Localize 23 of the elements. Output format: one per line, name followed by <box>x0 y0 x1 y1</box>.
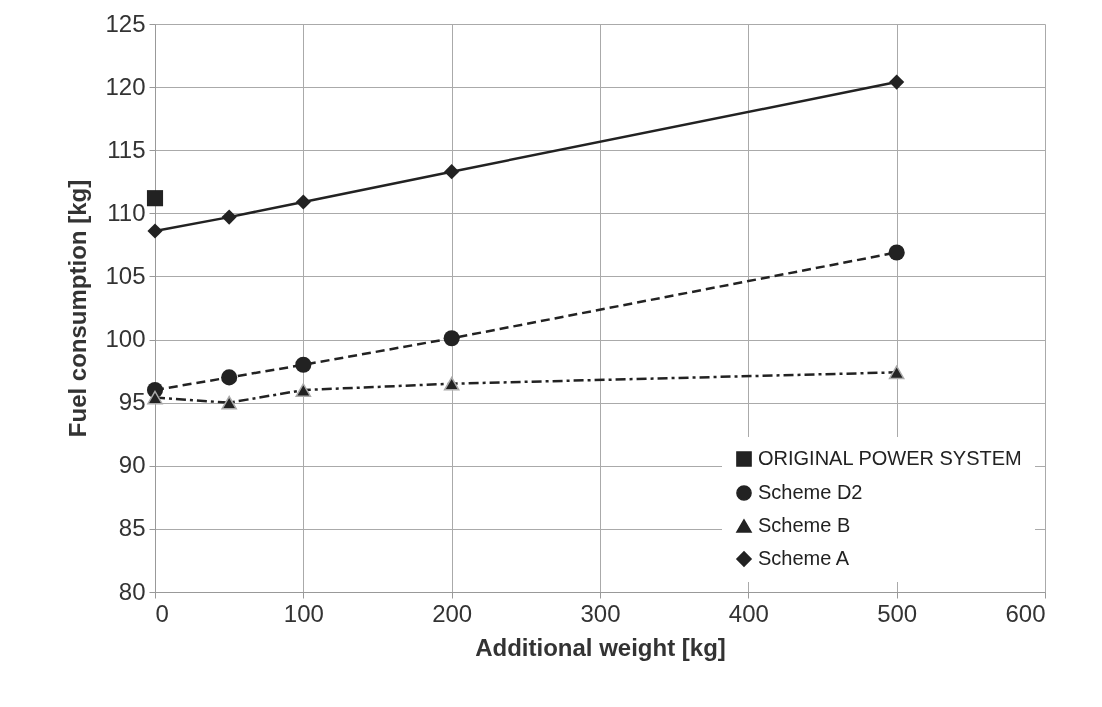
legend-label: Scheme B <box>758 514 851 536</box>
y-tick-label: 105 <box>105 261 146 289</box>
y-tick-label: 85 <box>118 514 146 542</box>
x-tick-label: 300 <box>580 599 621 627</box>
legend-label: ORIGINAL POWER SYSTEM <box>758 447 1022 469</box>
y-tick-label: 120 <box>105 72 146 100</box>
x-tick-label: 400 <box>728 599 769 627</box>
y-tick-label: 90 <box>118 451 146 479</box>
y-tick-label: 95 <box>118 388 146 416</box>
x-tick-label: 100 <box>283 599 324 627</box>
x-tick-label: 500 <box>877 599 918 627</box>
y-tick-label: 115 <box>107 135 146 163</box>
x-tick-label: 200 <box>432 599 473 627</box>
y-axis-title: Fuel consumption [kg] <box>64 179 92 438</box>
x-axis-title: Additional weight [kg] <box>475 633 726 661</box>
x-tick-label: 600 <box>1005 599 1046 627</box>
y-tick-label: 80 <box>118 577 146 605</box>
legend-label: Scheme A <box>758 547 850 569</box>
x-tick-label: 0 <box>155 599 169 627</box>
legend-label: Scheme D2 <box>758 481 863 503</box>
y-tick-label: 100 <box>105 325 146 353</box>
y-tick-label: 110 <box>107 198 146 226</box>
y-tick-label: 125 <box>105 9 146 37</box>
